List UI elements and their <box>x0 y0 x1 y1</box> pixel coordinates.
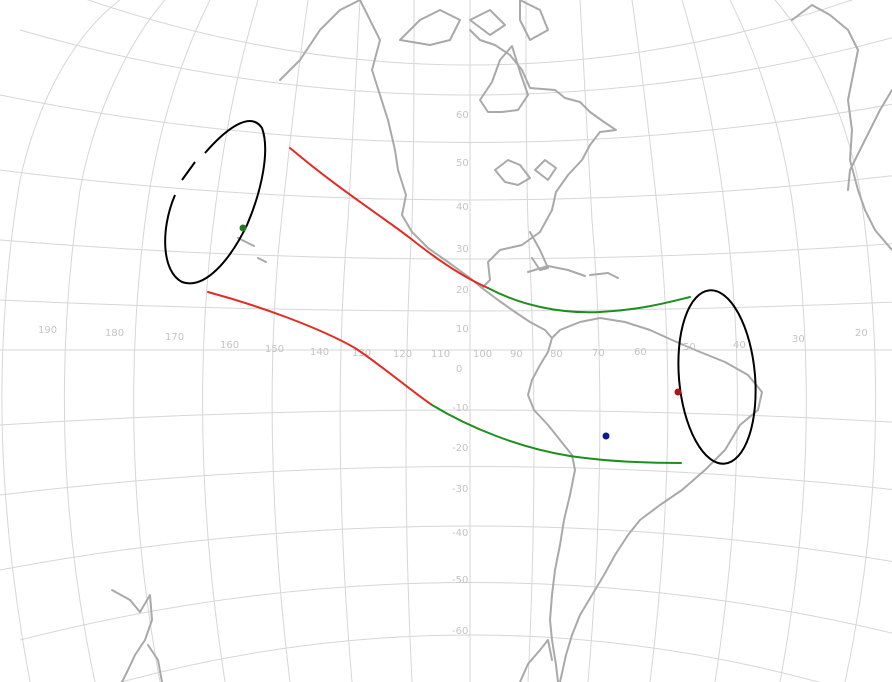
red-point-marker[interactable] <box>674 388 682 396</box>
meridian-line <box>405 0 415 682</box>
longitude-label: 170 <box>165 332 184 343</box>
hawaii-islands <box>237 237 267 263</box>
green-point-marker[interactable] <box>239 224 247 232</box>
longitude-label: 30 <box>792 334 805 345</box>
ellipses <box>164 120 763 467</box>
meridian-line <box>774 0 877 682</box>
arctic-islands <box>399 0 549 46</box>
meridian-line <box>681 0 738 682</box>
hispaniola-coast <box>589 272 619 279</box>
west-uncertainty-ellipse-tail[interactable] <box>181 161 196 181</box>
parallel-line <box>0 466 892 496</box>
parallel-line <box>0 239 892 260</box>
longitude-label: 70 <box>592 348 605 359</box>
west-uncertainty-ellipse[interactable] <box>164 120 267 285</box>
latitude-label: -50 <box>452 575 468 586</box>
meridian-line <box>729 0 807 682</box>
longitude-label: 50 <box>683 342 696 353</box>
africa-coast <box>847 89 892 191</box>
parallel-line <box>86 0 854 66</box>
longitude-label: 160 <box>220 340 239 351</box>
florida-coast <box>529 231 549 271</box>
lower-track-red-segment[interactable] <box>207 291 433 406</box>
meridian-line <box>339 0 361 682</box>
latitude-label: 20 <box>456 285 469 296</box>
south-america-coast <box>527 317 763 682</box>
central-america-coast <box>481 287 553 339</box>
meridian-line <box>133 0 211 682</box>
latitude-label: -10 <box>452 403 468 414</box>
north-america-coast <box>279 0 617 289</box>
coastlines <box>111 0 892 682</box>
cuba-coast <box>527 265 586 277</box>
meridian-line <box>1 0 121 682</box>
points <box>239 224 682 440</box>
east-uncertainty-ellipse[interactable] <box>672 287 763 467</box>
longitude-label: 110 <box>431 349 450 360</box>
longitude-label: 40 <box>733 340 746 351</box>
lower-track-green-segment[interactable] <box>431 404 682 464</box>
latitude-label: 50 <box>456 158 469 169</box>
latitude-labels: 60 50 40 30 20 10 0 -10 -20 -30 -40 -50 … <box>452 110 469 637</box>
new-zealand-coast <box>111 589 163 682</box>
longitude-label: 140 <box>310 347 329 358</box>
longitude-label: 100 <box>473 349 492 360</box>
greenland-coast <box>791 4 892 251</box>
latitude-label: 0 <box>456 364 462 375</box>
parallel-line <box>0 525 892 571</box>
parallel-line <box>0 299 892 312</box>
meridian-line <box>525 0 535 682</box>
latitude-label: -40 <box>452 528 468 539</box>
great-lakes-coast <box>494 159 557 186</box>
tracks <box>207 147 691 464</box>
longitude-label: 20 <box>855 328 868 339</box>
longitude-label: 180 <box>105 328 124 339</box>
parallel-line <box>119 634 821 682</box>
upper-track-red-segment[interactable] <box>289 147 489 289</box>
longitude-label: 60 <box>634 347 647 358</box>
latitude-label: 40 <box>456 202 469 213</box>
parallel-line <box>0 409 892 426</box>
longitude-label: 150 <box>265 344 284 355</box>
parallel-line <box>0 169 892 201</box>
hudson-bay-coast <box>479 45 529 113</box>
meridian-line <box>271 0 309 682</box>
longitude-label: 120 <box>393 349 412 360</box>
meridian-line <box>579 0 601 682</box>
latitude-label: -20 <box>452 443 468 454</box>
antarctic-tip <box>519 639 553 682</box>
longitude-labels: 190 180 170 160 150 140 130 120 110 100 … <box>38 325 868 360</box>
upper-track-green-segment[interactable] <box>487 287 691 314</box>
latitude-label: 60 <box>456 110 469 121</box>
longitude-label: 190 <box>38 325 57 336</box>
meridian-line <box>631 0 669 682</box>
longitude-label: 80 <box>550 349 563 360</box>
blue-point-marker[interactable] <box>602 432 610 440</box>
parallel-line <box>0 94 892 143</box>
meridian-line <box>202 0 259 682</box>
latitude-label: -30 <box>452 484 468 495</box>
meridian-line <box>63 0 166 682</box>
longitude-label: 90 <box>510 349 523 360</box>
parallel-line <box>19 29 892 96</box>
latitude-label: 30 <box>456 244 469 255</box>
latitude-label: 10 <box>456 324 469 335</box>
latitude-label: -60 <box>452 626 468 637</box>
